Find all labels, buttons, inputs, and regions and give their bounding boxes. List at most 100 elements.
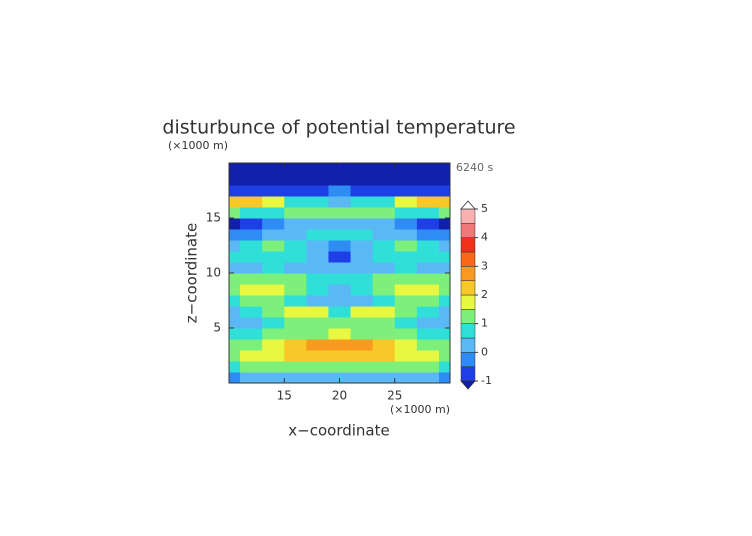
colorbar-band [460, 352, 476, 367]
cell [372, 339, 396, 351]
cell [350, 328, 374, 340]
cell [328, 229, 352, 241]
cell [438, 207, 450, 219]
cell [306, 218, 329, 230]
cell [394, 163, 418, 175]
cell [240, 361, 263, 373]
cell [284, 306, 307, 318]
colorbar-band [460, 337, 476, 353]
cell [416, 295, 440, 307]
cell [306, 262, 329, 274]
y-tick-label: 15 [206, 211, 221, 225]
colorbar-over [460, 200, 476, 210]
cell [229, 317, 241, 329]
cell [328, 207, 352, 219]
cell [262, 284, 285, 296]
cell [438, 317, 450, 329]
cell [306, 295, 329, 307]
cell [328, 240, 352, 252]
y-tick-label: 10 [206, 266, 221, 280]
cell [240, 185, 263, 197]
cell [229, 218, 241, 230]
cell [438, 196, 450, 208]
cell [394, 174, 418, 186]
cell [284, 372, 307, 383]
cell [350, 339, 374, 351]
cell [240, 372, 263, 383]
cell [284, 240, 307, 252]
cell [416, 328, 440, 340]
cell [240, 339, 263, 351]
x-tick-label: 25 [387, 389, 402, 403]
cell [438, 284, 450, 296]
cell [229, 229, 241, 241]
cell [306, 229, 329, 241]
cell [328, 174, 352, 186]
cell [229, 185, 241, 197]
cell [262, 339, 285, 351]
cell [306, 207, 329, 219]
cell [328, 185, 352, 197]
y-unit: (×1000 m) [168, 139, 228, 152]
time-label: 6240 s [456, 161, 493, 174]
cell [416, 185, 440, 197]
colorbar-band [460, 294, 476, 310]
cell [394, 372, 418, 383]
colorbar-band [460, 223, 476, 238]
cell [394, 328, 418, 340]
cell [328, 372, 352, 383]
cell [350, 306, 374, 318]
cell [372, 218, 396, 230]
cell [350, 372, 374, 383]
cell [306, 163, 329, 175]
cell [240, 229, 263, 241]
cell [306, 185, 329, 197]
cell [229, 339, 241, 351]
cell [284, 317, 307, 329]
cell [394, 196, 418, 208]
cell [328, 284, 352, 296]
cell [306, 372, 329, 383]
cell [372, 240, 396, 252]
cell [416, 196, 440, 208]
cell [394, 229, 418, 241]
colorbar-tick-label: 0 [481, 345, 488, 358]
cell [438, 262, 450, 274]
cell [394, 339, 418, 351]
cell [284, 284, 307, 296]
cell [438, 174, 450, 186]
cell [306, 240, 329, 252]
cell [350, 262, 374, 274]
cell [416, 273, 440, 285]
cell [306, 339, 329, 351]
cell [284, 339, 307, 351]
colorbar-band [460, 280, 476, 296]
cell [438, 372, 450, 383]
cell [306, 284, 329, 296]
cell [438, 240, 450, 252]
cell [350, 284, 374, 296]
cell [438, 251, 450, 263]
cell [240, 350, 263, 362]
cell [262, 163, 285, 175]
cell [262, 207, 285, 219]
chart-title: disturbunce of potential temperature [162, 117, 515, 139]
cell [372, 174, 396, 186]
cell [229, 163, 241, 175]
cell [240, 218, 263, 230]
cell [350, 240, 374, 252]
cell [306, 174, 329, 186]
cell [438, 306, 450, 318]
cell [262, 372, 285, 383]
cell [229, 328, 241, 340]
cell [229, 251, 241, 263]
cell [350, 163, 374, 175]
cell [284, 295, 307, 307]
cell [416, 174, 440, 186]
cell [262, 317, 285, 329]
cell [416, 372, 440, 383]
cell [394, 262, 418, 274]
colorbar-band [460, 309, 476, 324]
cell [284, 229, 307, 241]
cell [262, 218, 285, 230]
